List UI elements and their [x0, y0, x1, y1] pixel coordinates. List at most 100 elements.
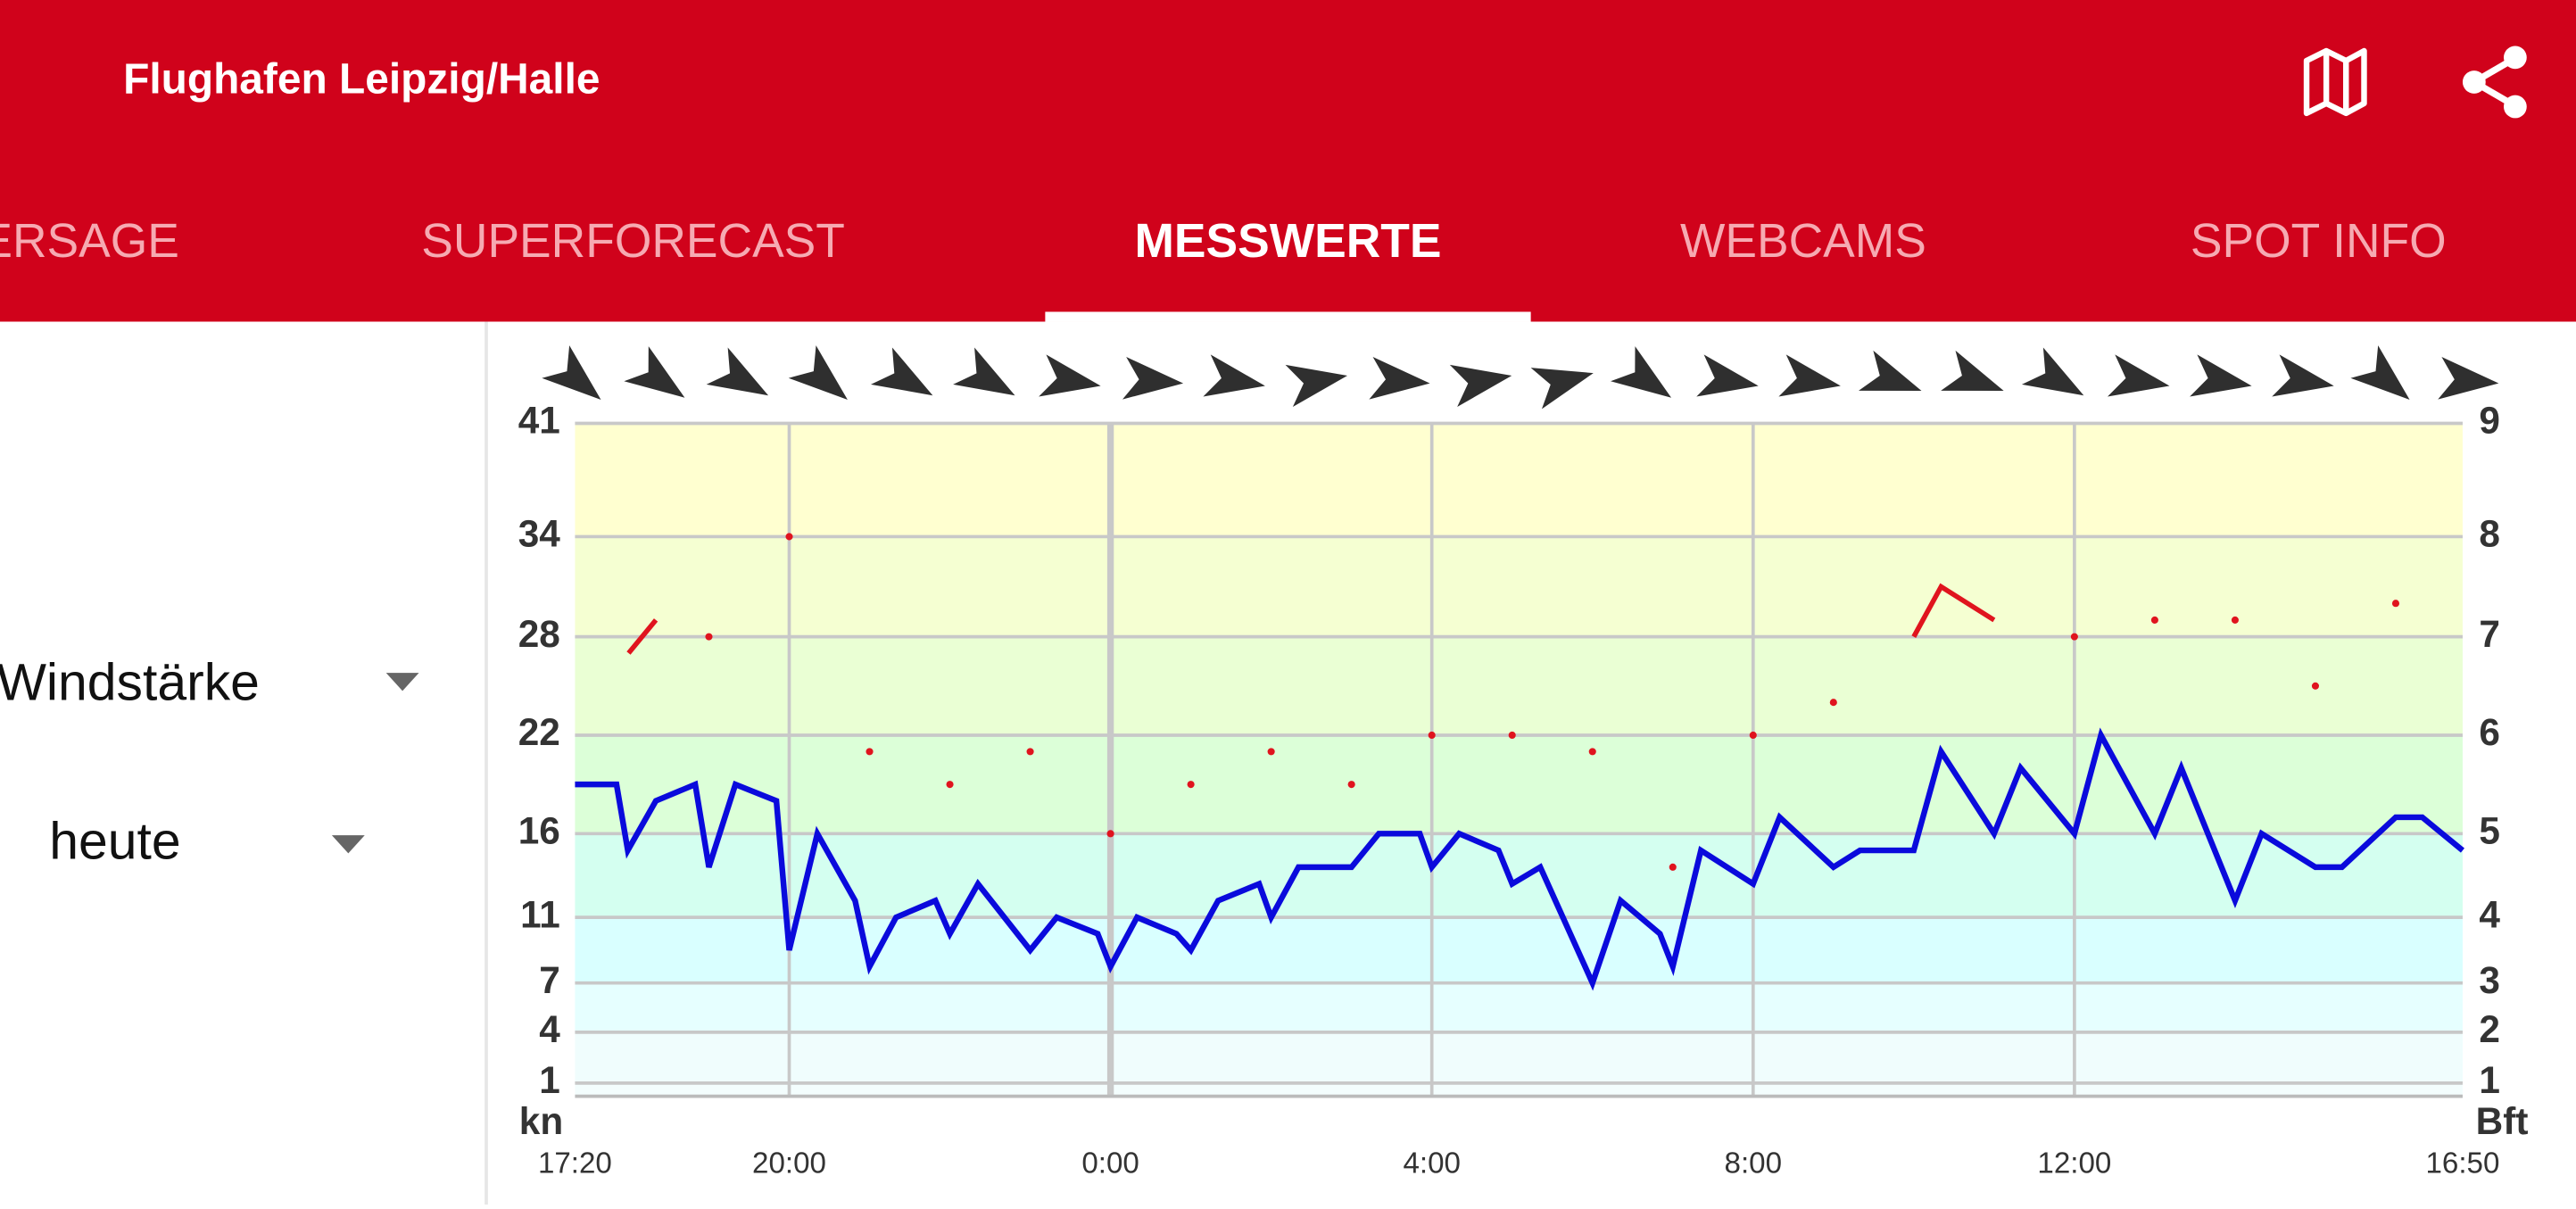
wind-arrow [2350, 345, 2410, 400]
tab-label: MESSWERTE [1134, 215, 1441, 268]
tab[interactable]: VORHERSAGE [0, 215, 179, 268]
y2-tick-label: 2 [2479, 1008, 2500, 1050]
wind-arrow [624, 346, 685, 398]
scale-band [575, 536, 2463, 637]
scale-band [575, 1031, 2463, 1083]
data-point [2311, 682, 2319, 690]
y-tick-label: 11 [520, 893, 560, 935]
tab-indicator [1045, 311, 1531, 322]
wind-arrow [1285, 364, 1348, 407]
y-tick-label: 4 [539, 1008, 560, 1050]
tab-bar: VORHERSAGE SUPERFORECAST MESSWERTE WEBCAMS S… [0, 215, 2447, 322]
y2-tick-label: 4 [2479, 893, 2500, 935]
data-point [1669, 863, 1677, 871]
tab[interactable]: WEBCAMS [1680, 215, 1926, 268]
wind-arrow [1941, 350, 2004, 392]
data-point [1106, 830, 1114, 838]
data-point [2391, 600, 2400, 608]
data-point [1026, 748, 1034, 756]
data-point [1829, 699, 1837, 707]
tab-label: WEBCAMS [1680, 215, 1926, 268]
data-point [785, 533, 793, 541]
wind-arrow [1449, 364, 1512, 407]
y2-tick-label: 9 [2479, 400, 2500, 442]
tab-label: VORHERSAGE [0, 215, 179, 268]
data-point [2150, 616, 2158, 624]
wind-arrow [953, 347, 1015, 396]
tab[interactable]: MESSWERTE [1045, 215, 1531, 322]
data-point [866, 748, 874, 756]
y-axis-label: kn [519, 1100, 563, 1142]
wind-arrow [2190, 354, 2252, 397]
tab-label: SUPERFORECAST [421, 215, 845, 268]
x-tick-label: 0:00 [1081, 1147, 1139, 1180]
data-point [2231, 616, 2239, 624]
wind-arrow [1696, 354, 1759, 397]
x-tick-label: 17:20 [538, 1147, 612, 1180]
y-tick-label: 1 [539, 1059, 560, 1101]
x-tick-label: 20:00 [752, 1147, 826, 1180]
y-tick-label: 41 [518, 400, 560, 442]
tab[interactable]: SUPERFORECAST [421, 215, 845, 268]
y-tick-label: 22 [518, 711, 560, 753]
wind-arrow [2021, 347, 2084, 396]
dropdown-caret [331, 835, 365, 854]
y2-tick-label: 7 [2479, 613, 2500, 655]
share-node [2503, 95, 2527, 119]
scale-band [575, 982, 2463, 1032]
map-icon[interactable] [2303, 47, 2367, 117]
y2-tick-label: 5 [2479, 810, 2500, 852]
app-bar [0, 0, 2576, 322]
data-point [1508, 731, 1516, 740]
wind-arrow [1859, 350, 1922, 392]
wind-arrow [1369, 356, 1430, 400]
tab[interactable]: SPOT INFO [2191, 215, 2447, 268]
measure-dropdown[interactable]: Windstärke [0, 653, 419, 711]
data-point [1428, 731, 1436, 740]
wind-arrow [1778, 354, 1841, 397]
share-node [2462, 70, 2486, 94]
data-point [1749, 731, 1757, 740]
wind-arrow [1039, 354, 1101, 397]
dropdown-text: Windstärke [0, 653, 260, 711]
dropdown-text: heute [49, 813, 180, 871]
wind-arrow [2438, 356, 2499, 400]
y-tick-label: 34 [518, 513, 561, 555]
wind-arrow [1122, 356, 1184, 400]
data-point [1588, 748, 1596, 756]
scale-band [575, 636, 2463, 735]
y-tick-label: 7 [539, 959, 560, 1001]
wind-arrow [1611, 346, 1672, 398]
data-line [626, 618, 658, 655]
x-tick-label: 8:00 [1725, 1147, 1782, 1180]
period-dropdown[interactable]: heute [49, 813, 365, 871]
y2-tick-label: 1 [2479, 1059, 2500, 1101]
tab-label: SPOT INFO [2191, 215, 2447, 268]
data-point [705, 633, 713, 641]
x-tick-label: 4:00 [1403, 1147, 1460, 1180]
wind-arrow [706, 347, 769, 396]
y-tick-label: 28 [518, 613, 560, 655]
x-tick-label: 16:50 [2426, 1147, 2500, 1180]
data-point [1267, 748, 1275, 756]
wind-arrow [870, 347, 933, 396]
data-point [1187, 781, 1195, 789]
data-point [2070, 633, 2078, 641]
share-node [2503, 46, 2527, 70]
dropdown-caret [385, 673, 419, 691]
wind-arrow [1203, 354, 1265, 397]
wind-arrow [2107, 354, 2170, 397]
scale-band [575, 833, 2463, 918]
y2-axis-label: Bft [2476, 1100, 2529, 1142]
share-icon[interactable] [2462, 46, 2527, 119]
data-point [946, 781, 954, 789]
wind-arrow [542, 345, 601, 400]
wind-arrow [788, 345, 848, 400]
scale-band [575, 423, 2463, 537]
scale-band [575, 734, 2463, 834]
data-line [1911, 583, 1996, 638]
scale-band [575, 1082, 2463, 1097]
